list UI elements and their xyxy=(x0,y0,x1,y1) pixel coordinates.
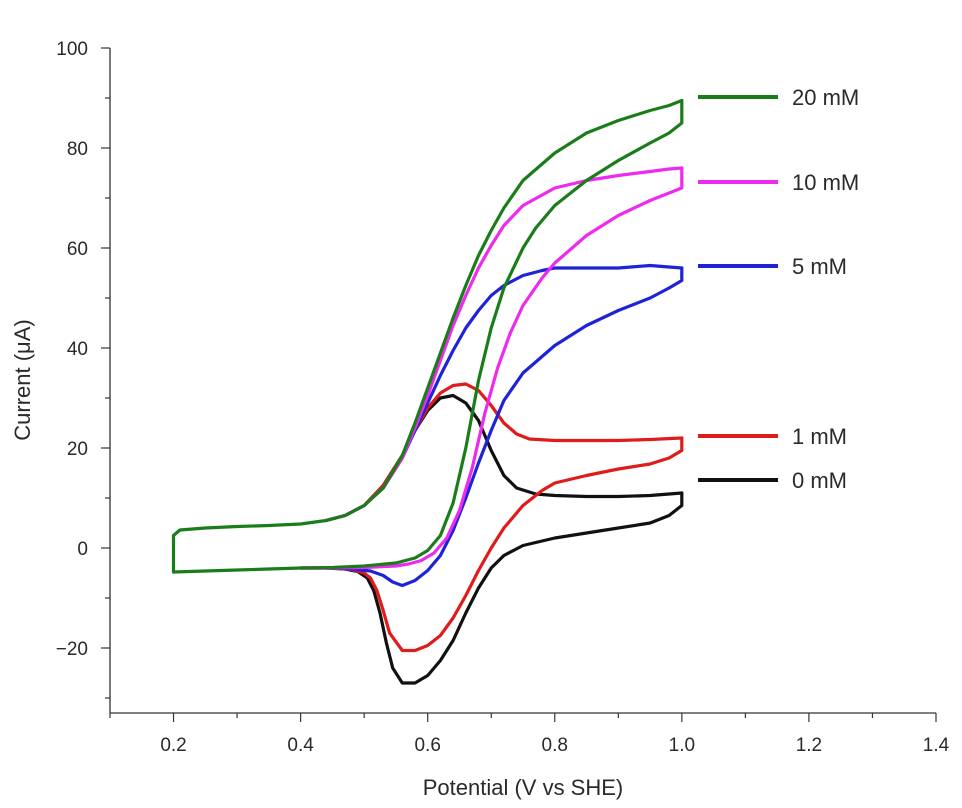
series-20-mm xyxy=(171,98,684,574)
forward-scan-line xyxy=(324,263,684,523)
x-ticks: 0.2 0.4 0.6 0.8 1.0 1.2 1.4 xyxy=(109,713,950,756)
y-tick-label: 100 xyxy=(56,39,88,60)
legend-item: 1 mM xyxy=(698,424,847,449)
series-5-mm xyxy=(299,263,684,588)
x-tick-label: 0.6 xyxy=(414,735,440,756)
x-tick-label: 1.0 xyxy=(669,735,695,756)
curves xyxy=(171,98,684,685)
x-tick-label: 1.4 xyxy=(923,735,950,756)
legend-item: 10 mM xyxy=(698,170,859,195)
x-tick-label: 0.2 xyxy=(160,735,186,756)
reverse-scan-line xyxy=(299,266,684,588)
axes xyxy=(109,48,936,714)
y-tick-label: 20 xyxy=(67,439,88,460)
x-tick-label: 1.2 xyxy=(796,735,822,756)
legend-item: 5 mM xyxy=(698,254,847,279)
x-tick-label: 0.4 xyxy=(287,735,314,756)
reverse-scan-line xyxy=(299,166,684,570)
x-tick-label: 0.8 xyxy=(542,735,568,756)
y-ticks: −20 0 20 40 60 80 100 xyxy=(56,39,110,699)
y-axis-title: Current (μA) xyxy=(10,319,35,440)
series-1-mm xyxy=(299,382,684,653)
legend-item: 20 mM xyxy=(698,85,859,110)
legend-label: 20 mM xyxy=(792,85,859,110)
legend-label: 1 mM xyxy=(792,424,847,449)
y-tick-label: −20 xyxy=(56,639,88,660)
y-tick-label: 80 xyxy=(67,139,88,160)
reverse-scan-line xyxy=(171,98,684,574)
forward-scan-line xyxy=(171,98,684,574)
legend-label: 10 mM xyxy=(792,170,859,195)
legend-label: 0 mM xyxy=(792,468,847,493)
reverse-scan-line xyxy=(299,436,684,653)
y-tick-label: 0 xyxy=(77,539,88,560)
x-axis-title: Potential (V vs SHE) xyxy=(423,775,624,800)
y-tick-label: 60 xyxy=(67,239,88,260)
forward-scan-line xyxy=(324,393,684,523)
y-tick-label: 40 xyxy=(67,339,88,360)
reverse-scan-line xyxy=(324,491,684,685)
legend-item: 0 mM xyxy=(698,468,847,493)
legend: 20 mM 10 mM 5 mM 1 mM 0 mM xyxy=(698,85,859,493)
legend-label: 5 mM xyxy=(792,254,847,279)
